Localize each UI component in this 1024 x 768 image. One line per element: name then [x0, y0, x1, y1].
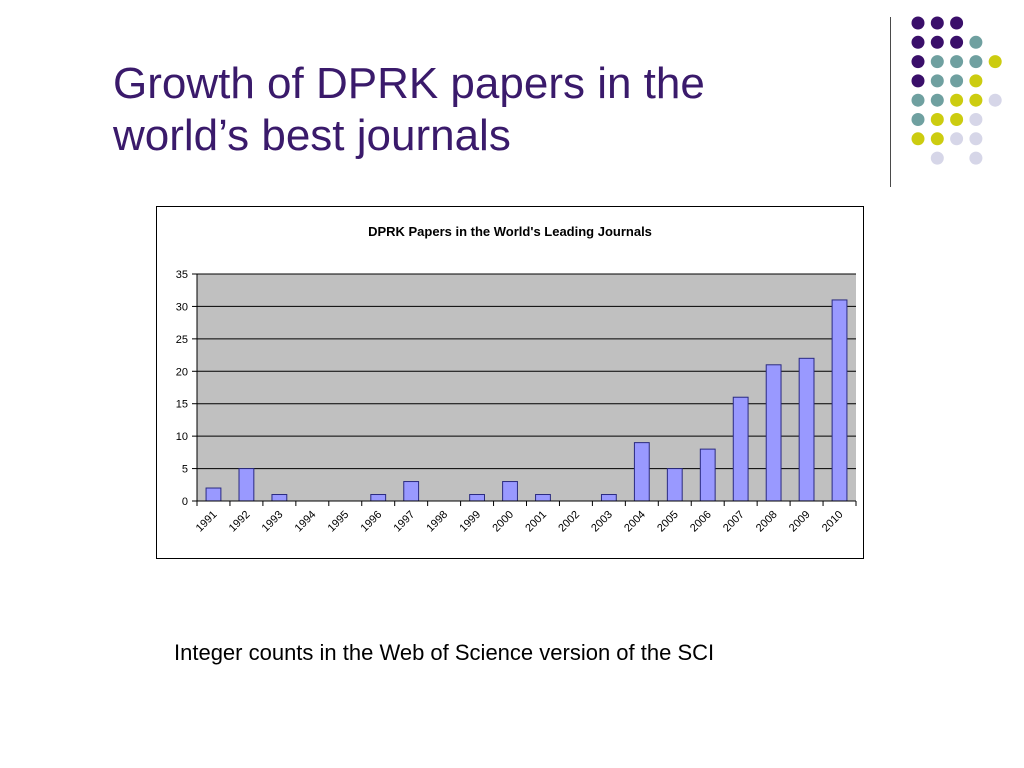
decorative-dot — [911, 16, 925, 30]
decorative-dot — [969, 35, 983, 49]
x-tick-label: 2004 — [622, 509, 648, 535]
x-tick-label: 2001 — [523, 509, 549, 535]
y-tick-label: 0 — [182, 496, 188, 508]
bar-1997 — [403, 481, 420, 502]
decorative-dot — [911, 74, 925, 88]
chart-frame: DPRK Papers in the World's Leading Journ… — [156, 206, 864, 559]
decorative-dot — [930, 151, 944, 165]
y-tick-label: 5 — [182, 464, 188, 476]
decorative-dot — [950, 16, 964, 30]
bar-2010 — [831, 299, 848, 502]
y-tick-label: 15 — [176, 399, 188, 411]
decorative-dot — [930, 55, 944, 69]
decorative-dot — [950, 35, 964, 49]
x-tick-label: 2010 — [820, 509, 846, 535]
decorative-dot — [969, 151, 983, 165]
bar-2008 — [765, 364, 782, 502]
decorative-dot — [969, 74, 983, 88]
decorative-dot — [950, 74, 964, 88]
decorative-dot — [930, 35, 944, 49]
decorative-dot — [930, 93, 944, 107]
y-tick-label: 20 — [176, 366, 188, 378]
x-tick-label: 2005 — [655, 509, 681, 535]
x-tick-label: 2003 — [589, 509, 615, 535]
bar-1996 — [370, 494, 387, 502]
bar-2003 — [600, 494, 617, 502]
decorative-dot — [988, 93, 1002, 107]
bar-2005 — [666, 468, 683, 502]
decorative-dot-grid — [911, 16, 1002, 165]
bar-2007 — [732, 396, 749, 502]
slide-title: Growth of DPRK papers in the world’s bes… — [113, 58, 833, 162]
x-tick-label: 2006 — [688, 509, 714, 535]
x-tick-label: 1998 — [424, 509, 450, 535]
decorative-dot — [930, 132, 944, 146]
slide-title-line-1: Growth of DPRK papers in the — [113, 59, 705, 108]
decorative-dot — [950, 93, 964, 107]
bar-2000 — [502, 481, 518, 502]
decorative-dot — [911, 93, 925, 107]
bar-1992 — [238, 468, 255, 502]
x-tick-label: 1994 — [293, 509, 319, 535]
bar-2006 — [699, 448, 716, 502]
slide-title-line-2: world’s best journals — [113, 111, 511, 160]
x-tick-label: 2008 — [754, 509, 780, 535]
x-tick-label: 1993 — [260, 509, 286, 535]
bar-1993 — [271, 494, 288, 502]
decorative-dot — [950, 55, 964, 69]
chart-title: DPRK Papers in the World's Leading Journ… — [368, 224, 652, 239]
y-tick-label: 25 — [176, 334, 188, 346]
x-tick-label: 2002 — [556, 509, 582, 535]
bar-1999 — [469, 494, 485, 502]
decorative-dot — [969, 132, 983, 146]
bar-2009 — [798, 357, 815, 502]
decorative-dot — [930, 74, 944, 88]
slide-caption: Integer counts in the Web of Science ver… — [174, 640, 715, 665]
decorative-dot — [911, 113, 925, 126]
bar-2004 — [633, 442, 650, 502]
x-tick-label: 1992 — [227, 509, 253, 535]
decorative-dot — [988, 55, 1002, 69]
decorative-dot — [969, 113, 983, 126]
decorative-dot — [950, 132, 964, 146]
decorative-dot — [950, 113, 964, 126]
x-tick-label: 2009 — [787, 509, 813, 535]
y-tick-label: 30 — [176, 301, 188, 313]
bar-2001 — [535, 494, 551, 502]
decorative-divider — [890, 17, 891, 187]
x-tick-label: 1995 — [326, 509, 352, 535]
decorative-dot — [930, 113, 944, 126]
y-tick-label: 10 — [176, 431, 188, 443]
x-tick-label: 2007 — [721, 509, 747, 535]
decorative-dot — [911, 35, 925, 49]
y-tick-label: 35 — [176, 269, 188, 281]
x-tick-label: 1997 — [391, 509, 417, 535]
x-tick-label: 2000 — [490, 509, 516, 535]
x-tick-label: 1996 — [359, 509, 385, 535]
decorative-dot — [911, 55, 925, 69]
x-tick-label: 1999 — [457, 509, 483, 535]
decorative-dot — [930, 16, 944, 30]
bar-1991 — [205, 487, 222, 502]
decorative-dot — [911, 132, 925, 146]
decorative-dot — [969, 55, 983, 69]
plot-area — [197, 274, 856, 501]
decorative-dot — [969, 93, 983, 107]
x-tick-label: 1991 — [194, 509, 220, 535]
